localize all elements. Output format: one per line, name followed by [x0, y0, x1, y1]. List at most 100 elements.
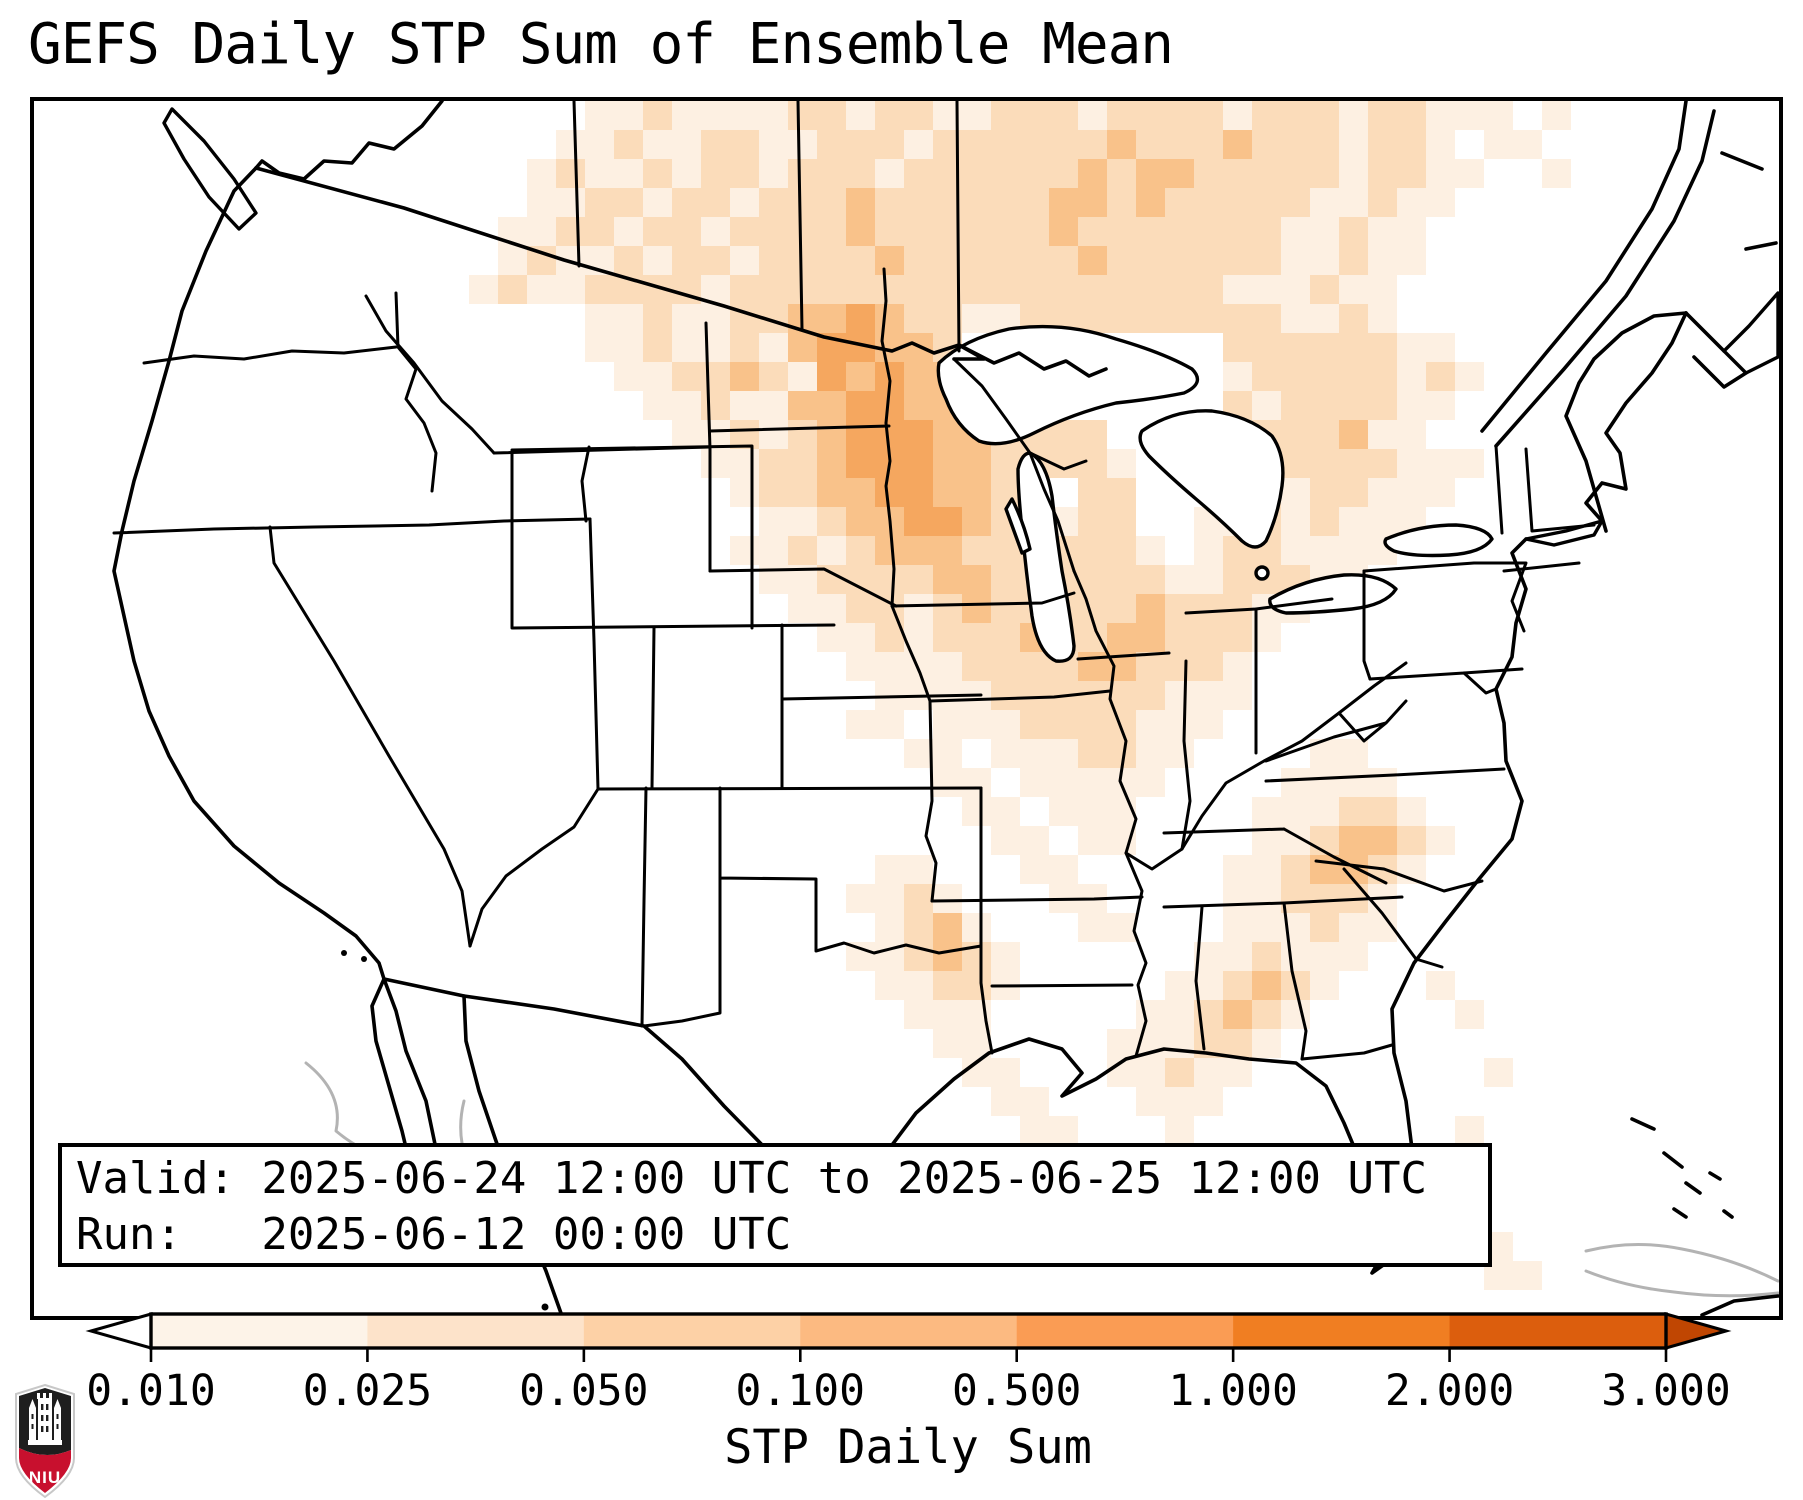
heat-cell [817, 420, 846, 449]
heat-cell [1281, 304, 1310, 333]
heat-cell [672, 217, 701, 246]
heat-cell [701, 420, 730, 449]
heat-cell [730, 275, 759, 304]
heat-cell [904, 188, 933, 217]
conus-map [112, 101, 1779, 1316]
heat-cell [759, 478, 788, 507]
nd-sd [708, 424, 891, 433]
heat-cell [904, 159, 933, 188]
heat-cell [1252, 130, 1281, 159]
heat-cell [933, 536, 962, 565]
heat-cell [1107, 188, 1136, 217]
colorbar-segment [800, 1314, 1018, 1348]
heat-cell [1107, 304, 1136, 333]
heat-cell [846, 275, 875, 304]
heat-cell [962, 217, 991, 246]
heat-cell [904, 565, 933, 594]
heat-cell [817, 507, 846, 536]
heat-cell [614, 246, 643, 275]
heat-cell [1281, 855, 1310, 884]
colorbar-tick-label: 0.500 [951, 1366, 1082, 1416]
colorbar-tick-label: 0.025 [302, 1366, 433, 1416]
heat-cell [1455, 101, 1484, 130]
heat-cell [875, 101, 904, 130]
heat-cell [1513, 1261, 1542, 1290]
heat-cell [1165, 739, 1194, 768]
heat-cell [1310, 536, 1339, 565]
heat-cell [730, 420, 759, 449]
heat-cell [1020, 652, 1049, 681]
heat-cell [1397, 188, 1426, 217]
heat-cell [1165, 188, 1194, 217]
lake-ontario [1383, 523, 1494, 558]
heat-cell [846, 159, 875, 188]
heat-cell [1136, 652, 1165, 681]
heat-cell [1223, 855, 1252, 884]
il-in [1180, 659, 1192, 851]
heat-cell [846, 449, 875, 478]
heat-cell [1107, 710, 1136, 739]
heat-cell [498, 275, 527, 304]
heat-cell [1252, 333, 1281, 362]
heat-cell [1020, 855, 1049, 884]
heat-cell [1049, 739, 1078, 768]
heat-cell [1020, 710, 1049, 739]
heat-cell [672, 246, 701, 275]
heat-cell [875, 710, 904, 739]
ky-tn [1162, 827, 1388, 885]
heat-cell [1455, 362, 1484, 391]
heat-cell [1165, 130, 1194, 159]
heat-cell [1281, 333, 1310, 362]
heat-cell [1049, 130, 1078, 159]
heat-cell [788, 478, 817, 507]
heat-cell [614, 130, 643, 159]
heat-cell [933, 623, 962, 652]
heat-cell [962, 565, 991, 594]
heat-cell [1194, 188, 1223, 217]
heat-cell [962, 304, 991, 333]
heat-cell [1107, 217, 1136, 246]
heat-cell [701, 362, 730, 391]
heat-cell [1107, 478, 1136, 507]
heat-cell [1194, 623, 1223, 652]
heat-cell [1281, 101, 1310, 130]
colorbar-segment [151, 1314, 368, 1348]
heat-cell [730, 101, 759, 130]
heat-cell [904, 275, 933, 304]
heat-cell [1281, 420, 1310, 449]
ca-nv [268, 525, 472, 948]
heat-cell [962, 652, 991, 681]
heat-cell [904, 304, 933, 333]
heat-cell [846, 420, 875, 449]
heat-cell [846, 478, 875, 507]
heat-cell [846, 304, 875, 333]
heat-cell [1107, 565, 1136, 594]
heat-cell [1194, 594, 1223, 623]
heat-cell [962, 130, 991, 159]
heat-cell [1165, 304, 1194, 333]
heat-cell [846, 652, 875, 681]
heat-cell [1339, 246, 1368, 275]
heat-cell [585, 333, 614, 362]
heat-cell [1310, 101, 1339, 130]
heat-cell [991, 188, 1020, 217]
ok-tx-lines [642, 786, 994, 1055]
heat-cell [1310, 797, 1339, 826]
heat-cell [701, 449, 730, 478]
heat-cell [730, 159, 759, 188]
heat-cell [1426, 333, 1455, 362]
heat-cell [1339, 304, 1368, 333]
heat-cell [1223, 188, 1252, 217]
heat-cell [817, 391, 846, 420]
ny-vt-nh [1494, 444, 1596, 573]
heat-cell [1223, 130, 1252, 159]
heat-cell [1165, 159, 1194, 188]
heat-cell [1484, 130, 1513, 159]
heat-cell [585, 188, 614, 217]
green-bay [1004, 497, 1032, 555]
heat-cell [817, 101, 846, 130]
heat-cell [1165, 1116, 1194, 1145]
heat-cell [1368, 507, 1397, 536]
heat-cell [1252, 159, 1281, 188]
bc-coast [254, 101, 444, 181]
